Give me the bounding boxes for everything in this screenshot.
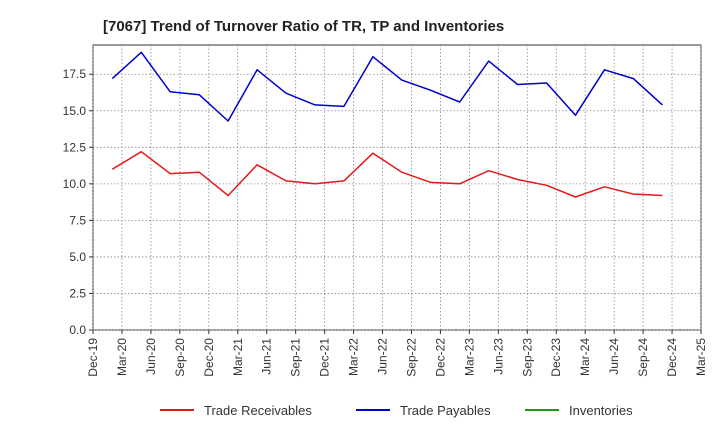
- x-tick-label: Mar-24: [578, 338, 592, 376]
- x-tick-label: Sep-20: [173, 338, 187, 377]
- y-tick-label: 5.0: [69, 250, 86, 264]
- y-tick-label: 0.0: [69, 323, 86, 337]
- series-line-trade-receivables: [111, 150, 663, 198]
- x-tick-label: Dec-21: [318, 338, 332, 377]
- x-tick-label: Mar-22: [347, 338, 361, 376]
- legend-item-trade-payables: Trade Payables: [356, 403, 491, 418]
- y-tick-label: 15.0: [63, 104, 87, 118]
- y-tick-label: 2.5: [69, 286, 86, 300]
- legend-item-trade-receivables: Trade Receivables: [160, 403, 312, 418]
- x-tick-label: Mar-25: [694, 338, 708, 376]
- x-tick-label: Sep-21: [289, 338, 303, 377]
- x-tick-label: Dec-24: [665, 338, 679, 377]
- x-tick-label: Mar-23: [462, 338, 476, 376]
- x-tick-label: Sep-24: [636, 338, 650, 377]
- x-tick-label: Dec-22: [433, 338, 447, 377]
- series-lines: [111, 51, 663, 198]
- x-axis: Dec-19 Mar-20 Jun-20 Sep-20 Dec-20 Mar-21 Jun-…: [86, 330, 708, 377]
- y-axis: 0.0 2.5 5.0 7.5 10.0 12.5 15.0 17.5: [63, 67, 93, 337]
- legend-label: Trade Receivables: [204, 403, 312, 418]
- x-tick-label: Jun-21: [260, 338, 274, 375]
- legend-label: Trade Payables: [400, 403, 491, 418]
- legend-item-inventories: Inventories: [525, 403, 633, 418]
- x-tick-label: Mar-21: [231, 338, 245, 376]
- series-line-trade-payables: [111, 51, 663, 122]
- x-tick-label: Sep-22: [404, 338, 418, 377]
- x-tick-label: Jun-23: [491, 338, 505, 375]
- chart-title: [7067] Trend of Turnover Ratio of TR, TP…: [103, 18, 504, 35]
- legend-label: Inventories: [569, 403, 633, 418]
- y-tick-label: 12.5: [63, 140, 87, 154]
- legend: Trade Receivables Trade Payables Inventori…: [160, 403, 633, 418]
- x-tick-label: Dec-23: [549, 338, 563, 377]
- x-tick-label: Dec-19: [86, 338, 100, 377]
- x-tick-label: Sep-23: [520, 338, 534, 377]
- y-tick-label: 10.0: [63, 177, 87, 191]
- x-tick-label: Jun-20: [144, 338, 158, 375]
- x-tick-label: Mar-20: [115, 338, 129, 376]
- y-tick-label: 7.5: [69, 213, 86, 227]
- x-tick-label: Jun-22: [376, 338, 390, 375]
- x-tick-label: Jun-24: [607, 338, 621, 375]
- plot-area: [92, 44, 702, 331]
- x-tick-label: Dec-20: [202, 338, 216, 377]
- y-tick-label: 17.5: [63, 67, 87, 81]
